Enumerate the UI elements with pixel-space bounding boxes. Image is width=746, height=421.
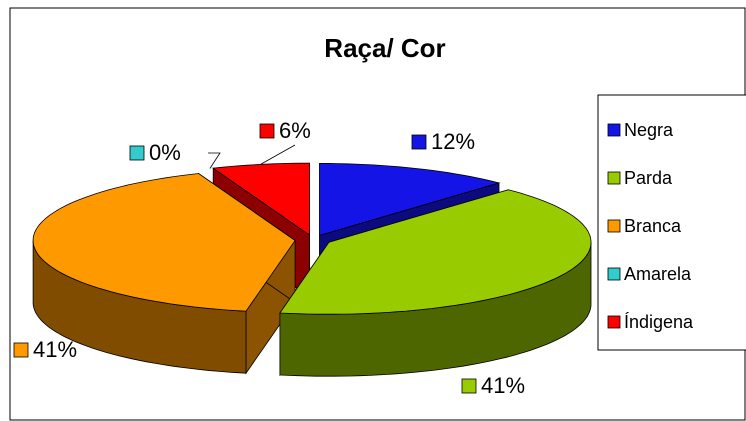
legend-label: Amarela [624,264,692,284]
label-swatch [13,342,29,358]
data-label: 0% [149,140,181,165]
legend-box [597,94,746,351]
leader-line [208,152,221,169]
legend-swatch [607,123,621,137]
legend-swatch [607,267,621,281]
legend-label: Branca [624,216,682,236]
legend-swatch [607,171,621,185]
legend-label: Negra [624,120,674,140]
legend-label: Parda [624,168,673,188]
label-swatch [461,378,477,394]
label-swatch [411,134,427,150]
slice [32,173,296,312]
label-swatch [129,145,145,161]
label-swatch [259,123,275,139]
legend-swatch [607,219,621,233]
legend-label: Índigena [624,312,694,332]
data-label: 6% [279,118,311,143]
data-label: 41% [481,373,525,398]
slice [279,189,592,315]
data-label: 12% [431,129,475,154]
chart-title: Raça/ Cor [324,33,445,63]
data-label: 41% [33,337,77,362]
legend-swatch [607,315,621,329]
leader-line [260,144,296,165]
slice [319,163,501,236]
